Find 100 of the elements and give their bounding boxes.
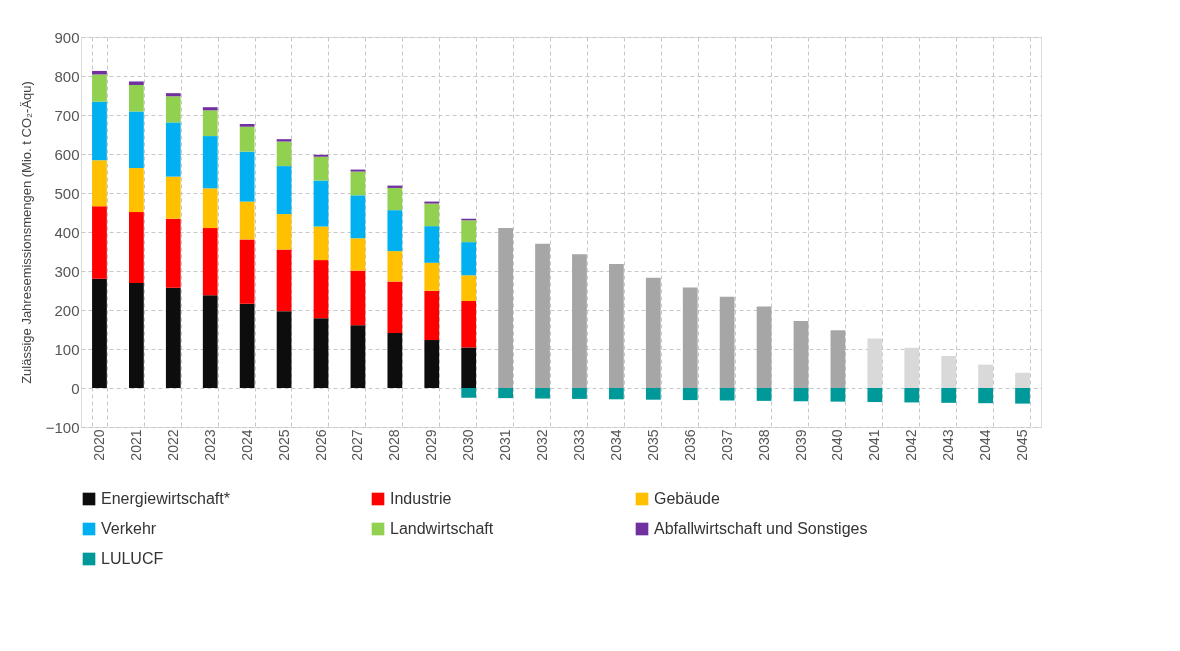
- x-tick-label: 2021: [127, 429, 144, 461]
- bar: [129, 168, 144, 213]
- x-tick-label: 2036: [681, 429, 698, 461]
- bar: [387, 187, 403, 211]
- x-tick-label: 2042: [903, 429, 920, 461]
- bar: [202, 228, 218, 296]
- y-tick-label: 100: [54, 340, 80, 358]
- bar: [239, 201, 255, 240]
- bar: [165, 122, 181, 177]
- bar: [276, 141, 292, 167]
- bar: [793, 388, 809, 402]
- x-tick-label: 2028: [386, 429, 403, 461]
- bar: [978, 364, 993, 388]
- bar: [350, 171, 366, 196]
- bar: [1015, 388, 1030, 404]
- bar: [461, 275, 477, 302]
- bar: [424, 290, 440, 341]
- x-tick-label: 2024: [238, 429, 255, 461]
- bar: [202, 136, 218, 189]
- bar: [424, 226, 440, 263]
- bar: [165, 176, 181, 219]
- y-tick-label: 700: [54, 106, 80, 124]
- bar: [313, 226, 329, 261]
- bar: [165, 93, 181, 97]
- bar: [830, 388, 846, 402]
- bar: [92, 278, 107, 388]
- bar: [978, 388, 993, 404]
- bar: [756, 388, 772, 401]
- bar: [387, 251, 403, 282]
- y-tick-label: 800: [54, 67, 80, 85]
- x-tick-label: 2032: [534, 429, 551, 461]
- x-tick-label: 2043: [940, 429, 957, 461]
- bar: [129, 111, 144, 169]
- x-tick-label: 2030: [460, 429, 477, 461]
- bar: [313, 156, 329, 181]
- bar: [165, 218, 181, 288]
- legend-label: Abfallwirtschaft und Sonstiges: [654, 520, 868, 537]
- bar: [867, 338, 883, 388]
- bar: [572, 388, 587, 399]
- bar: [92, 101, 107, 161]
- bar: [239, 123, 255, 127]
- bar: [498, 388, 513, 399]
- bar: [941, 388, 957, 403]
- x-tick-label: 2034: [607, 429, 624, 461]
- y-tick-label: 0: [71, 379, 80, 397]
- bar: [793, 320, 809, 388]
- x-tick-label: 2022: [164, 429, 181, 461]
- bar: [387, 333, 403, 388]
- bar: [276, 166, 292, 215]
- bar: [350, 195, 366, 239]
- bar: [202, 188, 218, 229]
- x-tick-label: 2029: [423, 429, 440, 461]
- x-tick-label: 2027: [349, 429, 366, 461]
- bar: [645, 388, 661, 400]
- bar: [239, 239, 255, 304]
- legend-label: Industrie: [390, 490, 452, 507]
- bar: [424, 340, 440, 388]
- bar: [830, 330, 846, 388]
- bar: [756, 306, 772, 388]
- bar: [239, 303, 255, 388]
- bar: [129, 283, 144, 388]
- bar: [92, 206, 107, 279]
- x-tick-label: 2025: [275, 429, 292, 461]
- x-tick-label: 2026: [312, 429, 329, 461]
- bar: [165, 96, 181, 123]
- bar: [904, 347, 920, 388]
- y-tick-label: 600: [54, 145, 80, 163]
- bar: [313, 260, 329, 319]
- bar: [239, 151, 255, 202]
- bar: [92, 74, 107, 102]
- y-axis-title: Zulässige Jahresemissionsmengen (Mio. t CO₂-Äqu): [18, 81, 34, 384]
- bar: [498, 228, 513, 388]
- bar: [461, 347, 477, 388]
- bar: [682, 287, 698, 388]
- bar: [276, 249, 292, 312]
- bar: [609, 388, 624, 400]
- bar: [129, 212, 144, 284]
- y-tick-label: 400: [54, 223, 80, 241]
- bar: [350, 238, 366, 271]
- x-tick-label: 2033: [570, 429, 587, 461]
- bar: [609, 263, 624, 388]
- bar: [941, 356, 957, 388]
- legend-label: Verkehr: [101, 520, 157, 537]
- bar: [276, 139, 292, 142]
- x-tick-label: 2041: [866, 429, 883, 461]
- y-tick-label: 900: [54, 28, 80, 46]
- bar: [461, 242, 477, 276]
- bar: [719, 388, 735, 401]
- bar: [239, 126, 255, 152]
- bar: [276, 214, 292, 250]
- bar: [461, 388, 477, 398]
- bar: [202, 107, 218, 111]
- y-tick-label: 500: [54, 184, 80, 202]
- bar: [461, 220, 477, 243]
- bar: [461, 301, 477, 348]
- bar: [92, 160, 107, 207]
- x-tick-label: 2037: [718, 429, 735, 461]
- bar: [350, 325, 366, 388]
- bar: [129, 81, 144, 85]
- bar: [276, 311, 292, 388]
